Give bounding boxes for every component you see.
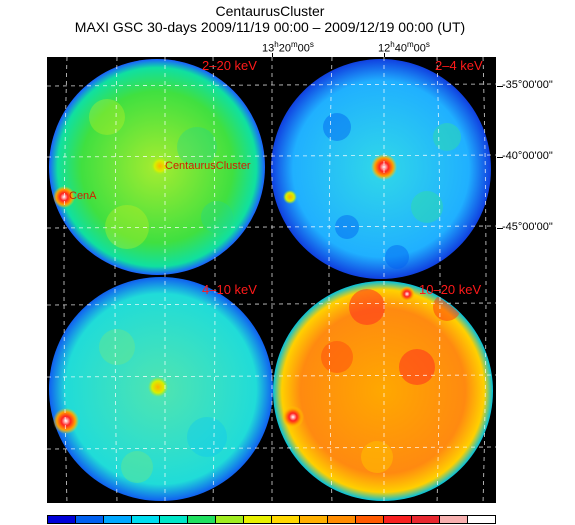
panel-2-4kev (271, 59, 491, 279)
centaurus-cluster-label: CentaurusCluster (165, 160, 251, 172)
color-scale-step (104, 516, 132, 523)
color-scale-step (76, 516, 104, 523)
color-scale-step (188, 516, 216, 523)
dec-label-2: -40°00'00" (502, 150, 553, 162)
panel-2-20kev (49, 59, 265, 275)
color-scale-step (300, 516, 328, 523)
sky-map-panels: 2–20 keV 2–4 keV 4–10 keV 10–20 keV Cent… (47, 57, 496, 503)
coordinate-grid (47, 57, 496, 503)
color-scale-step (132, 516, 160, 523)
color-scale-bar (47, 515, 496, 524)
band-label-4-10kev: 4–10 keV (202, 282, 257, 297)
color-scale-step (328, 516, 356, 523)
panel-10-20kev (273, 281, 493, 501)
band-label-2-4kev: 2–4 keV (435, 58, 483, 73)
band-label-2-20kev: 2–20 keV (202, 58, 257, 73)
color-scale-step (244, 516, 272, 523)
dec-tick-3 (497, 228, 503, 229)
sky-map-svg (47, 57, 496, 503)
color-scale-step (440, 516, 468, 523)
dec-tick-2 (497, 157, 503, 158)
ra-label-1: 13h20m00s (262, 40, 314, 55)
dec-label-1: -35°00'00" (502, 79, 553, 91)
chart-subtitle: MAXI GSC 30-days 2009/11/19 00:00 – 2009… (74, 19, 466, 35)
color-scale-step (216, 516, 244, 523)
color-scale-step (272, 516, 300, 523)
ra-tick-2 (384, 53, 385, 58)
dec-label-3: -45°00'00" (502, 221, 553, 233)
cena-label: CenA (69, 190, 97, 202)
ra-label-2: 12h40m00s (378, 40, 430, 55)
color-scale-step (384, 516, 412, 523)
color-scale-step (412, 516, 440, 523)
color-scale-step (160, 516, 188, 523)
chart-title: CentaurusCluster (215, 3, 325, 19)
color-scale-step (468, 516, 495, 523)
ra-tick-1 (272, 53, 273, 58)
color-scale-step (356, 516, 384, 523)
band-label-10-20kev: 10–20 keV (419, 282, 482, 297)
dec-tick-1 (497, 86, 503, 87)
color-scale-step (48, 516, 76, 523)
panel-4-10kev (49, 277, 273, 501)
